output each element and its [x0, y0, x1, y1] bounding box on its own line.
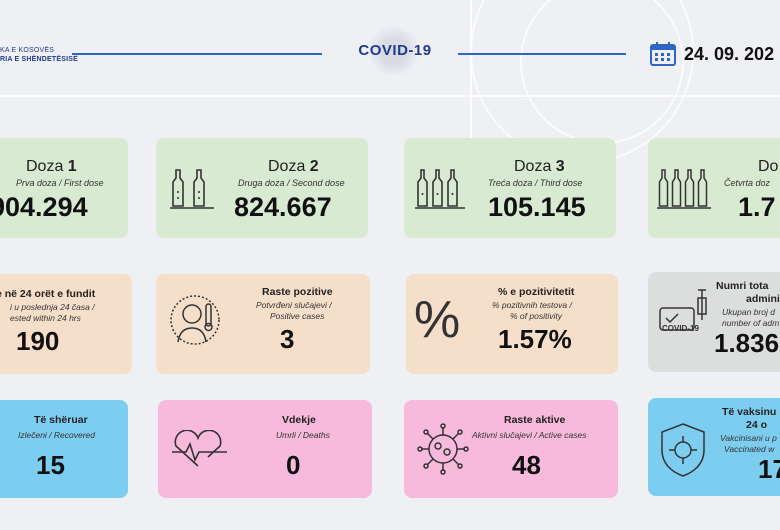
- tested-24h-subtitle-2: ested within 24 hrs: [10, 313, 81, 323]
- header-divider-left: [72, 53, 322, 55]
- report-date: 24. 09. 202: [684, 43, 775, 64]
- positive-cases-card: Raste pozitive Potvrđeni slučajevi / Pos…: [156, 274, 370, 374]
- dose-4-subtitle: Četvrta doz: [724, 178, 771, 188]
- dose-1-subtitle: Prva doza / First dose: [16, 178, 104, 188]
- tested-24h-value: 190: [16, 326, 60, 356]
- vial-icon: [415, 169, 465, 209]
- header: KA E KOSOVËS RIA E SHËNDETËSISË COVID-19…: [0, 0, 780, 110]
- deaths-title: Vdekje: [282, 414, 316, 426]
- vaccinated-24h-card: Të vaksinu 24 o Vakcinisani u p Vaccinat…: [648, 398, 780, 496]
- dose-2-card: Doza 2 Druga doza / Second dose 824.667: [156, 138, 368, 238]
- dose-4-card: Do Četvrta doz 1.7: [648, 138, 780, 238]
- vaccinated-24h-subtitle-2: Vaccinated w: [724, 444, 775, 454]
- total-administered-title: Numri tota: [716, 280, 769, 292]
- syringe-icon: [659, 289, 707, 331]
- percent-icon: %: [414, 291, 461, 349]
- positivity-subtitle-2: % of positivity: [510, 311, 562, 321]
- total-administered-card: COVID-19 Numri tota admini Ukupan broj d…: [648, 272, 780, 372]
- dose-1-card: Doza 1 Prva doza / First dose 904.294: [0, 138, 128, 238]
- positivity-value: 1.57%: [498, 324, 572, 354]
- covid-virus-icon: [368, 25, 420, 77]
- shield-virus-icon: [661, 423, 705, 477]
- dose-2-value: 824.667: [234, 192, 332, 222]
- dose-2-title: Doza 2: [268, 158, 319, 175]
- tested-24h-title: e në 24 orët e fundit: [0, 288, 96, 300]
- total-administered-subtitle-1: Ukupan broj d: [722, 307, 775, 317]
- dose-1-value: 904.294: [0, 192, 88, 222]
- active-cases-subtitle: Aktivni slučajevi / Active cases: [472, 430, 587, 440]
- dose-4-value: 1.7: [738, 192, 776, 222]
- dose-4-title: Do: [758, 158, 779, 175]
- total-administered-subtitle-2: number of adm: [722, 318, 780, 328]
- active-cases-card: Raste aktive Aktivni slučajevi / Active …: [404, 400, 618, 498]
- tested-24h-card: e në 24 orët e fundit i u poslednja 24 č…: [0, 274, 132, 374]
- header-divider-right: [458, 53, 626, 55]
- page-title: COVID-19: [358, 42, 432, 59]
- positive-cases-subtitle-2: Positive cases: [270, 311, 325, 321]
- tested-24h-subtitle-1: i u poslednja 24 časa /: [10, 302, 95, 312]
- covid-label: COVID-19: [662, 324, 699, 333]
- vaccinated-24h-value: 17: [758, 454, 780, 484]
- positivity-subtitle-1: % pozitivnih testova /: [492, 300, 572, 310]
- total-administered-title-2: admini: [746, 293, 780, 305]
- logo-line-2: RIA E SHËNDETËSISË: [0, 56, 79, 63]
- ministry-logo-text: KA E KOSOVËS RIA E SHËNDETËSISË: [0, 46, 78, 64]
- logo-line-1: KA E KOSOVËS: [0, 47, 55, 54]
- virus-icon: [417, 423, 469, 475]
- deaths-value: 0: [286, 450, 301, 480]
- positive-cases-title: Raste pozitive: [262, 286, 333, 298]
- calendar-icon: [650, 42, 676, 66]
- dose-3-value: 105.145: [488, 192, 586, 222]
- dose-3-title: Doza 3: [514, 158, 565, 175]
- heart-monitor-icon: [172, 430, 227, 467]
- recovered-title: Të shëruar: [34, 414, 88, 426]
- sick-person-icon: [170, 295, 220, 345]
- recovered-value: 15: [36, 450, 65, 480]
- active-cases-value: 48: [512, 450, 541, 480]
- dose-2-subtitle: Druga doza / Second dose: [238, 178, 345, 188]
- date-display: 24. 09. 202: [650, 40, 774, 68]
- vaccinated-24h-title-2: 24 o: [746, 419, 768, 431]
- positive-cases-value: 3: [280, 324, 295, 354]
- total-administered-value: 1.836: [714, 328, 780, 358]
- recovered-card: Të shëruar Izlečeni / Recovered 15: [0, 400, 128, 498]
- vaccinated-24h-title: Të vaksinu: [722, 406, 777, 418]
- dose-3-card: Doza 3 Treća doza / Third dose 105.145: [404, 138, 616, 238]
- dose-1-title: Doza 1: [26, 158, 77, 175]
- vial-icon: [170, 169, 214, 209]
- recovered-subtitle: Izlečeni / Recovered: [18, 430, 96, 440]
- active-cases-title: Raste aktive: [504, 414, 566, 426]
- deaths-subtitle: Umrli / Deaths: [276, 430, 330, 440]
- positivity-card: % % e pozitivitetit % pozitivnih testova…: [406, 274, 618, 374]
- positive-cases-subtitle-1: Potvrđeni slučajevi /: [256, 300, 332, 310]
- vaccinated-24h-subtitle-1: Vakcinisani u p: [720, 433, 777, 443]
- dose-3-subtitle: Treća doza / Third dose: [488, 178, 583, 188]
- deaths-card: Vdekje Umrli / Deaths 0: [158, 400, 372, 498]
- positivity-title: % e pozitivitetit: [498, 286, 575, 298]
- vial-icon: [657, 169, 711, 209]
